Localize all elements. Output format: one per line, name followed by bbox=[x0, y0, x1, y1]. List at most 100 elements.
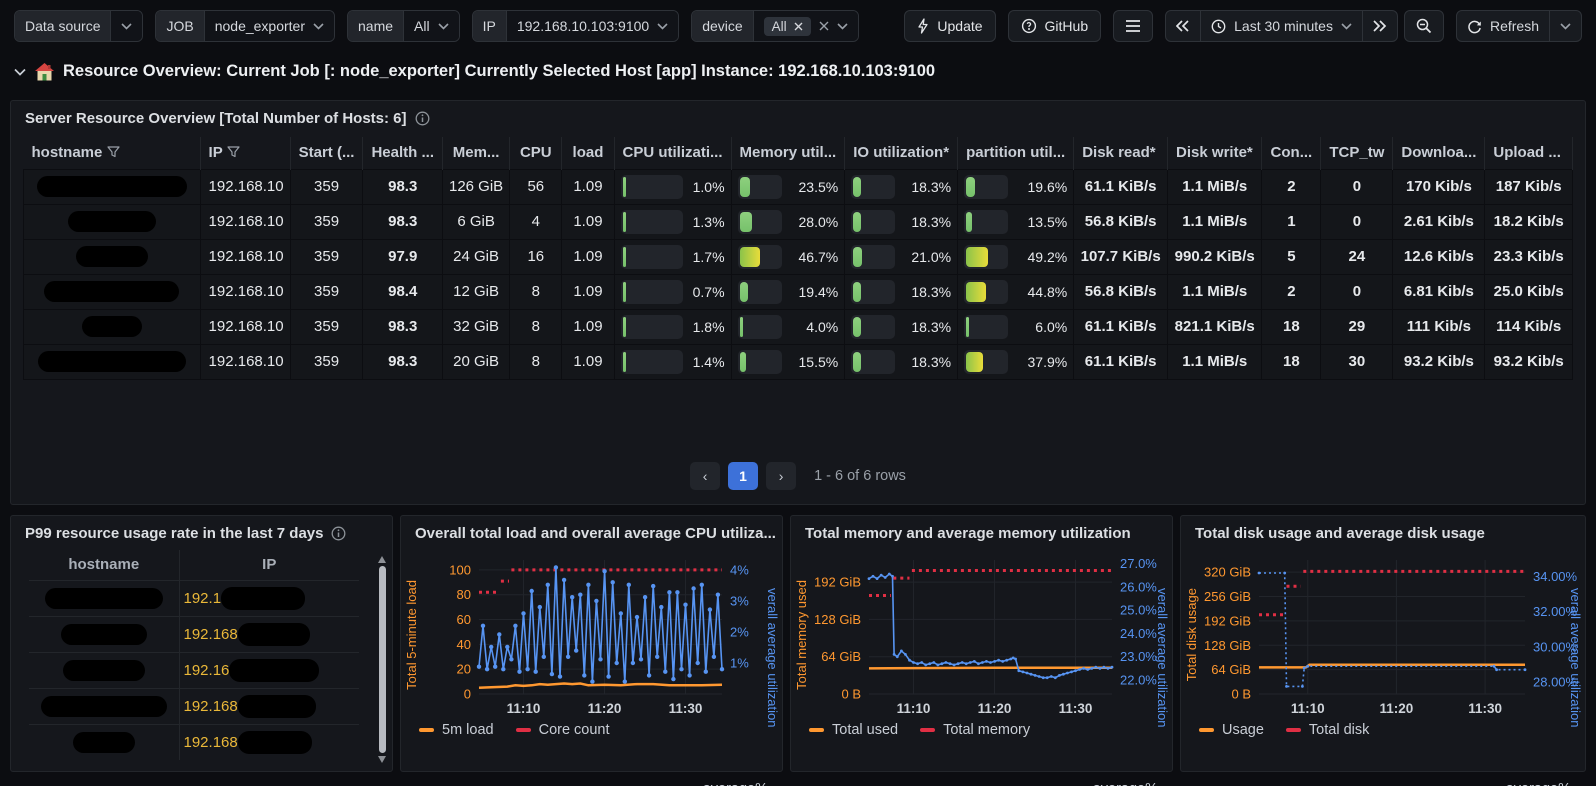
cell-mem[interactable]: 12 GiB bbox=[441, 273, 511, 310]
cell-ip[interactable]: 192.168 bbox=[179, 615, 359, 652]
gauge-value: 15.5% bbox=[798, 353, 839, 370]
cell-cpu[interactable]: 4 bbox=[509, 203, 563, 240]
column-header-tcp_tw[interactable]: TCP_tw bbox=[1320, 137, 1394, 169]
device-chip[interactable]: All bbox=[763, 16, 811, 36]
device-picker[interactable]: device All bbox=[691, 10, 859, 42]
refresh-interval-dropdown[interactable] bbox=[1549, 11, 1581, 41]
cell-mem[interactable]: 24 GiB bbox=[441, 238, 511, 275]
cell-part_util: 19.6% bbox=[957, 168, 1075, 205]
column-header-ip[interactable]: IP bbox=[200, 137, 291, 169]
legend-item-average-[interactable]: average% bbox=[680, 781, 768, 786]
cell-ip: 192.168.10 bbox=[199, 273, 291, 310]
legend-item-total-memory[interactable]: Total memory bbox=[920, 722, 1030, 738]
column-header-ip[interactable]: IP bbox=[262, 556, 277, 574]
github-button[interactable]: GitHub bbox=[1007, 10, 1102, 42]
cell-ip[interactable]: 192.16 bbox=[179, 651, 359, 688]
column-header-disk_write[interactable]: Disk write* bbox=[1167, 137, 1263, 169]
scrollbar-thumb[interactable] bbox=[379, 566, 386, 753]
column-header-start[interactable]: Start (... bbox=[290, 137, 364, 169]
filter-icon[interactable] bbox=[106, 146, 120, 158]
legend-item-core-count[interactable]: Core count bbox=[515, 722, 610, 738]
cell-mem[interactable]: 20 GiB bbox=[441, 343, 511, 380]
panel-title[interactable]: Overall total load and overall average C… bbox=[401, 516, 782, 548]
scroll-down-icon[interactable] bbox=[378, 756, 386, 763]
legend-item-usage[interactable]: Usage bbox=[1199, 722, 1264, 738]
cell-cpu[interactable]: 16 bbox=[509, 238, 563, 275]
column-header-upload[interactable]: Upload ... bbox=[1484, 137, 1573, 169]
ip-dropdown[interactable]: 192.168.10.103:9100 bbox=[505, 11, 679, 41]
column-header-con[interactable]: Con... bbox=[1261, 137, 1322, 169]
datasource-dropdown[interactable] bbox=[110, 11, 143, 41]
legend-item-5m-load[interactable]: 5m load bbox=[419, 722, 494, 738]
scrollbar[interactable] bbox=[378, 556, 387, 763]
ip-picker[interactable]: IP 192.168.10.103:9100 bbox=[471, 10, 680, 42]
refresh-button[interactable]: Refresh bbox=[1457, 11, 1549, 41]
column-header-load[interactable]: load bbox=[561, 137, 615, 169]
cell-mem[interactable]: 32 GiB bbox=[441, 308, 511, 345]
svg-text:128 GiB: 128 GiB bbox=[1204, 638, 1251, 653]
cell-ip[interactable]: 192.1 bbox=[179, 579, 359, 616]
column-header-mem_util[interactable]: Memory util... bbox=[731, 137, 846, 169]
update-button[interactable]: Update bbox=[904, 10, 996, 42]
job-picker[interactable]: JOB node_exporter bbox=[155, 10, 336, 42]
prev-page-button[interactable]: ‹ bbox=[690, 462, 721, 490]
panel-title[interactable]: Total memory and average memory utilizat… bbox=[791, 516, 1172, 548]
redacted-ip bbox=[229, 658, 320, 682]
dashboard-row-header[interactable]: Resource Overview: Current Job [: node_e… bbox=[14, 62, 935, 81]
filter-icon[interactable] bbox=[227, 146, 240, 158]
cell-cpu_util: 0.7% bbox=[613, 273, 732, 310]
cell-ip[interactable]: 192.168 bbox=[179, 687, 359, 724]
cell-cpu[interactable]: 8 bbox=[509, 343, 563, 380]
cell-cpu[interactable]: 8 bbox=[509, 308, 563, 345]
time-shift-forward-button[interactable] bbox=[1361, 11, 1397, 41]
legend-item-total-used[interactable]: Total used bbox=[809, 722, 898, 738]
column-header-download[interactable]: Downloa... bbox=[1392, 137, 1486, 169]
zoom-out-time-button[interactable] bbox=[1403, 10, 1444, 42]
time-shift-back-button[interactable] bbox=[1166, 11, 1200, 41]
gauge-track bbox=[620, 349, 683, 374]
device-dropdown[interactable]: All bbox=[752, 11, 858, 41]
chart-canvas[interactable]: 0 B 64 GiB 128 GiB 192 GiB 256 GiB 320 GiB 28.… bbox=[1187, 550, 1583, 720]
chart-canvas[interactable]: 0 B 64 GiB 128 GiB 192 GiB 22.0% 23.0% 24.0% 25… bbox=[797, 550, 1170, 720]
cell-cpu[interactable]: 56 bbox=[509, 168, 563, 205]
datasource-picker[interactable]: Data source bbox=[14, 10, 144, 42]
cell-mem[interactable]: 126 GiB bbox=[441, 168, 511, 205]
column-header-cpu_util[interactable]: CPU utilizati... bbox=[614, 137, 732, 169]
info-icon[interactable] bbox=[331, 526, 346, 541]
cell-ip[interactable]: 192.168 bbox=[179, 723, 359, 760]
chevron-down-icon[interactable] bbox=[14, 68, 26, 76]
svg-text:11:20: 11:20 bbox=[588, 701, 622, 716]
name-picker[interactable]: name All bbox=[347, 10, 460, 42]
legend-item-total-disk[interactable]: Total disk bbox=[1285, 722, 1369, 738]
info-icon[interactable] bbox=[415, 111, 430, 126]
legend-item-average-[interactable]: average% bbox=[1483, 781, 1571, 786]
cell-cpu_util: 1.4% bbox=[613, 343, 732, 380]
time-range-picker[interactable]: Last 30 minutes bbox=[1200, 11, 1362, 41]
chart-canvas[interactable]: 0 20 40 60 80 100 1% 2% 3% 4% 11:10 11:20 11:30 bbox=[407, 550, 780, 720]
column-header-hostname[interactable]: hostname bbox=[29, 550, 180, 580]
menu-button[interactable] bbox=[1113, 10, 1154, 42]
column-header-mem[interactable]: Mem... bbox=[442, 137, 511, 169]
legend-item-average-[interactable]: average% bbox=[1070, 781, 1158, 786]
scroll-up-icon[interactable] bbox=[378, 556, 386, 563]
next-page-button[interactable]: › bbox=[766, 462, 797, 490]
cell-mem[interactable]: 6 GiB bbox=[441, 203, 511, 240]
column-header-io_util[interactable]: IO utilization* bbox=[844, 137, 959, 169]
panel-title[interactable]: Total disk usage and average disk usage bbox=[1181, 516, 1585, 548]
column-header-part_util[interactable]: partition util... bbox=[957, 137, 1075, 169]
svg-text:11:30: 11:30 bbox=[669, 701, 703, 716]
clear-all-icon[interactable] bbox=[819, 21, 829, 31]
datasource-label: Data source bbox=[15, 11, 111, 41]
column-header-health[interactable]: Health ... bbox=[362, 137, 443, 169]
cell-cpu[interactable]: 8 bbox=[509, 273, 563, 310]
job-dropdown[interactable]: node_exporter bbox=[203, 11, 335, 41]
left-axis-label: Total memory used bbox=[794, 579, 809, 690]
panel-title[interactable]: P99 resource usage rate in the last 7 da… bbox=[11, 516, 392, 548]
name-dropdown[interactable]: All bbox=[403, 11, 459, 41]
panel-title[interactable]: Server Resource Overview [Total Number o… bbox=[11, 101, 1585, 133]
column-header-cpu[interactable]: CPU bbox=[509, 137, 563, 169]
page-1-button[interactable]: 1 bbox=[728, 462, 759, 490]
remove-chip-icon[interactable] bbox=[794, 22, 803, 31]
column-header-disk_read[interactable]: Disk read* bbox=[1073, 137, 1169, 169]
column-header-host[interactable]: hostname bbox=[23, 137, 201, 169]
